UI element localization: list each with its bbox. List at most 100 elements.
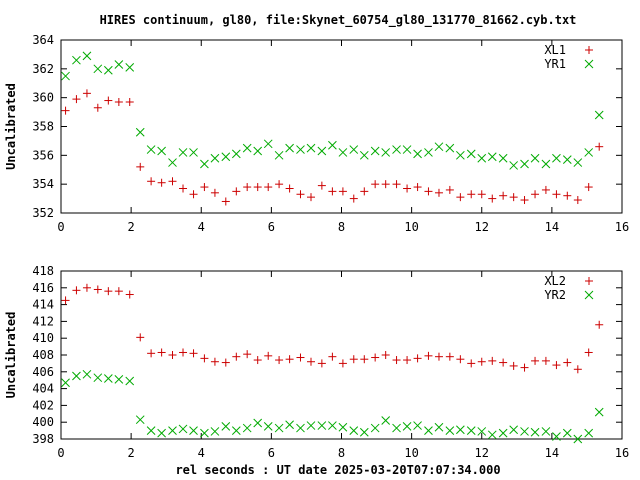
marker-stroke [82, 369, 92, 379]
x-axis-label: rel seconds : UT date 2025-03-20T07:07:3… [175, 463, 500, 477]
x-tick-label: 10 [404, 446, 418, 460]
marker-stroke [189, 148, 198, 157]
data-point [498, 428, 508, 438]
marker-stroke [466, 426, 476, 435]
data-point [72, 95, 81, 104]
data-point [531, 356, 540, 365]
data-point [487, 152, 497, 162]
data-point [359, 427, 369, 437]
y-tick-label: 352 [32, 206, 54, 220]
marker-stroke [125, 376, 135, 386]
data-point [147, 349, 156, 358]
data-point [349, 355, 358, 364]
marker-stroke [552, 153, 561, 163]
data-point [541, 427, 551, 436]
data-point [498, 153, 508, 163]
marker-stroke [157, 428, 166, 438]
data-point [392, 423, 401, 433]
x-tick-label: 0 [57, 220, 64, 234]
x-tick-label: 16 [615, 220, 629, 234]
marker-stroke [263, 422, 273, 431]
data-point [520, 196, 529, 205]
y-axis-label: Uncalibrated [4, 83, 18, 170]
y-tick-label: 354 [32, 177, 54, 191]
marker-stroke [487, 152, 497, 162]
marker-stroke [392, 423, 401, 433]
marker-stroke [231, 149, 241, 159]
data-point [147, 177, 156, 186]
marker-stroke [520, 159, 529, 169]
marker-stroke [520, 427, 529, 436]
data-point [434, 352, 443, 361]
data-point [360, 187, 369, 196]
data-point [413, 149, 422, 159]
marker-stroke [328, 140, 337, 150]
data-point [584, 348, 593, 357]
marker-stroke [285, 143, 294, 153]
data-point [488, 194, 497, 203]
data-point [189, 349, 198, 358]
data-point [306, 421, 316, 430]
data-point [552, 361, 561, 370]
data-point [135, 415, 145, 425]
data-point [392, 356, 401, 365]
data-point [584, 428, 594, 438]
data-point [509, 361, 518, 370]
marker-stroke [178, 148, 188, 157]
marker-stroke [413, 149, 422, 159]
data-point [125, 63, 135, 72]
marker-stroke [487, 430, 497, 440]
series-xl1 [61, 89, 604, 206]
marker-stroke [135, 415, 145, 425]
data-point [413, 354, 422, 363]
y-tick-label: 414 [32, 298, 54, 312]
data-point [541, 185, 550, 194]
data-point [317, 146, 327, 156]
data-point [231, 426, 241, 435]
marker-stroke [168, 426, 177, 435]
marker-stroke [509, 161, 519, 170]
marker-stroke [231, 426, 241, 435]
data-point [338, 422, 348, 432]
marker-stroke [114, 60, 124, 69]
x-tick-label: 0 [57, 446, 64, 460]
data-point [531, 190, 540, 199]
data-point [189, 148, 198, 157]
y-tick-label: 406 [32, 365, 54, 379]
data-point [200, 159, 209, 169]
x-tick-label: 6 [268, 220, 275, 234]
data-point [349, 145, 359, 154]
marker-stroke [93, 64, 103, 74]
data-point [210, 153, 220, 163]
marker-stroke [93, 373, 103, 383]
marker-stroke [200, 159, 209, 169]
data-point [168, 351, 177, 359]
marker-stroke [103, 65, 113, 75]
data-point [403, 184, 412, 193]
data-point [146, 426, 156, 435]
data-point [573, 196, 582, 205]
data-point [221, 358, 230, 367]
data-point [499, 358, 508, 367]
series-yr2 [61, 369, 604, 444]
data-point [231, 149, 241, 159]
y-tick-label: 400 [32, 415, 54, 429]
data-point [274, 150, 284, 160]
series-xl2 [61, 283, 604, 374]
x-tick-label: 4 [198, 220, 205, 234]
x-tick-label: 4 [198, 446, 205, 460]
marker-stroke [381, 416, 391, 425]
x-tick-label: 8 [338, 446, 345, 460]
data-point [338, 359, 347, 368]
marker-stroke [477, 427, 487, 436]
marker-stroke [370, 146, 380, 156]
data-point [520, 427, 529, 436]
data-point [296, 353, 305, 362]
data-point [360, 355, 369, 364]
chart-title: HIRES continuum, gl80, file:Skynet_60754… [100, 13, 577, 28]
data-point [338, 187, 347, 196]
data-point [178, 424, 188, 434]
data-point [168, 177, 177, 186]
data-point [499, 191, 508, 200]
data-point [168, 426, 177, 435]
